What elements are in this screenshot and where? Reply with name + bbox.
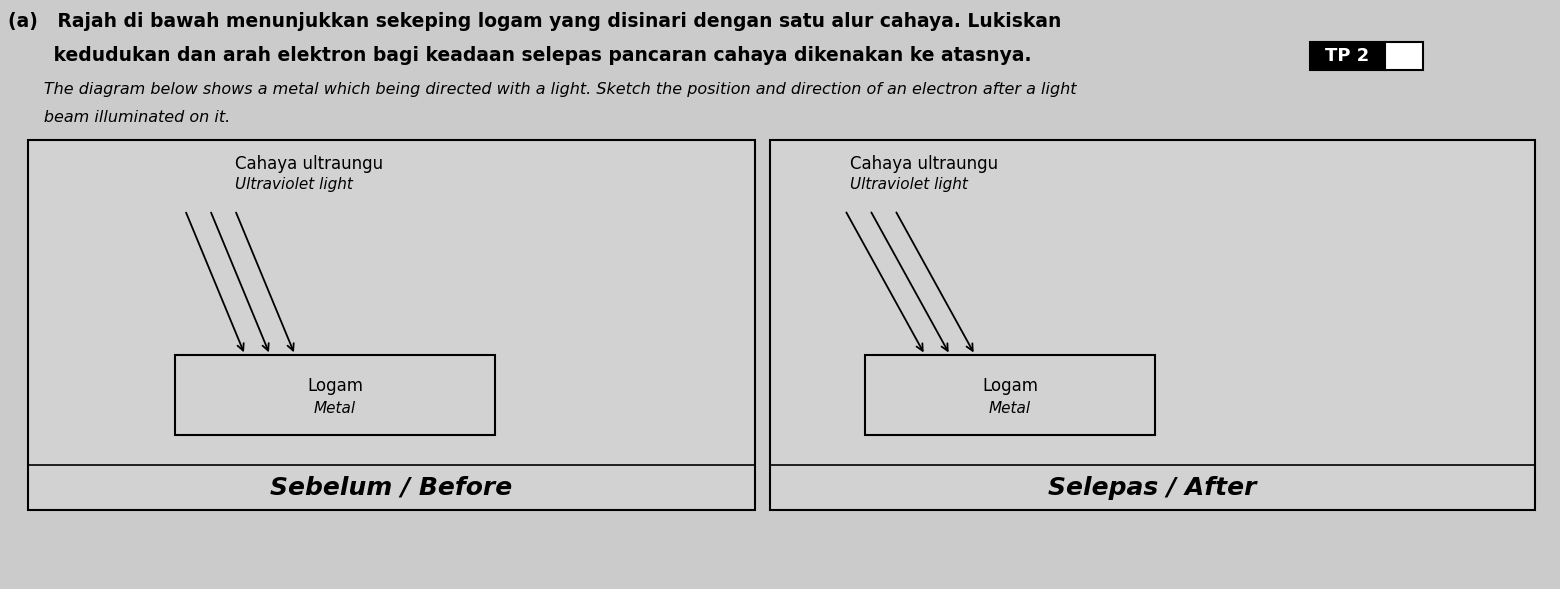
Bar bbox=[1310, 42, 1385, 70]
Text: beam illuminated on it.: beam illuminated on it. bbox=[8, 110, 231, 125]
Bar bbox=[1385, 42, 1423, 70]
Bar bbox=[28, 140, 755, 510]
Text: The diagram below shows a metal which being directed with a light. Sketch the po: The diagram below shows a metal which be… bbox=[8, 82, 1076, 97]
Text: Ultraviolet light: Ultraviolet light bbox=[236, 177, 353, 192]
Text: Selepas / After: Selepas / After bbox=[1048, 475, 1257, 499]
Text: kedudukan dan arah elektron bagi keadaan selepas pancaran cahaya dikenakan ke at: kedudukan dan arah elektron bagi keadaan… bbox=[8, 46, 1031, 65]
Text: Cahaya ultraungu: Cahaya ultraungu bbox=[236, 155, 384, 173]
Text: Logam: Logam bbox=[981, 377, 1037, 395]
Text: TP 2: TP 2 bbox=[1326, 47, 1370, 65]
Text: Cahaya ultraungu: Cahaya ultraungu bbox=[850, 155, 998, 173]
Text: (a)   Rajah di bawah menunjukkan sekeping logam yang disinari dengan satu alur c: (a) Rajah di bawah menunjukkan sekeping … bbox=[8, 12, 1061, 31]
Text: Sebelum / Before: Sebelum / Before bbox=[270, 475, 513, 499]
Bar bbox=[771, 140, 1535, 510]
Bar bbox=[175, 355, 495, 435]
Text: Logam: Logam bbox=[307, 377, 363, 395]
Text: Ultraviolet light: Ultraviolet light bbox=[850, 177, 967, 192]
Bar bbox=[864, 355, 1154, 435]
Text: Metal: Metal bbox=[989, 401, 1031, 416]
Text: Metal: Metal bbox=[314, 401, 356, 416]
